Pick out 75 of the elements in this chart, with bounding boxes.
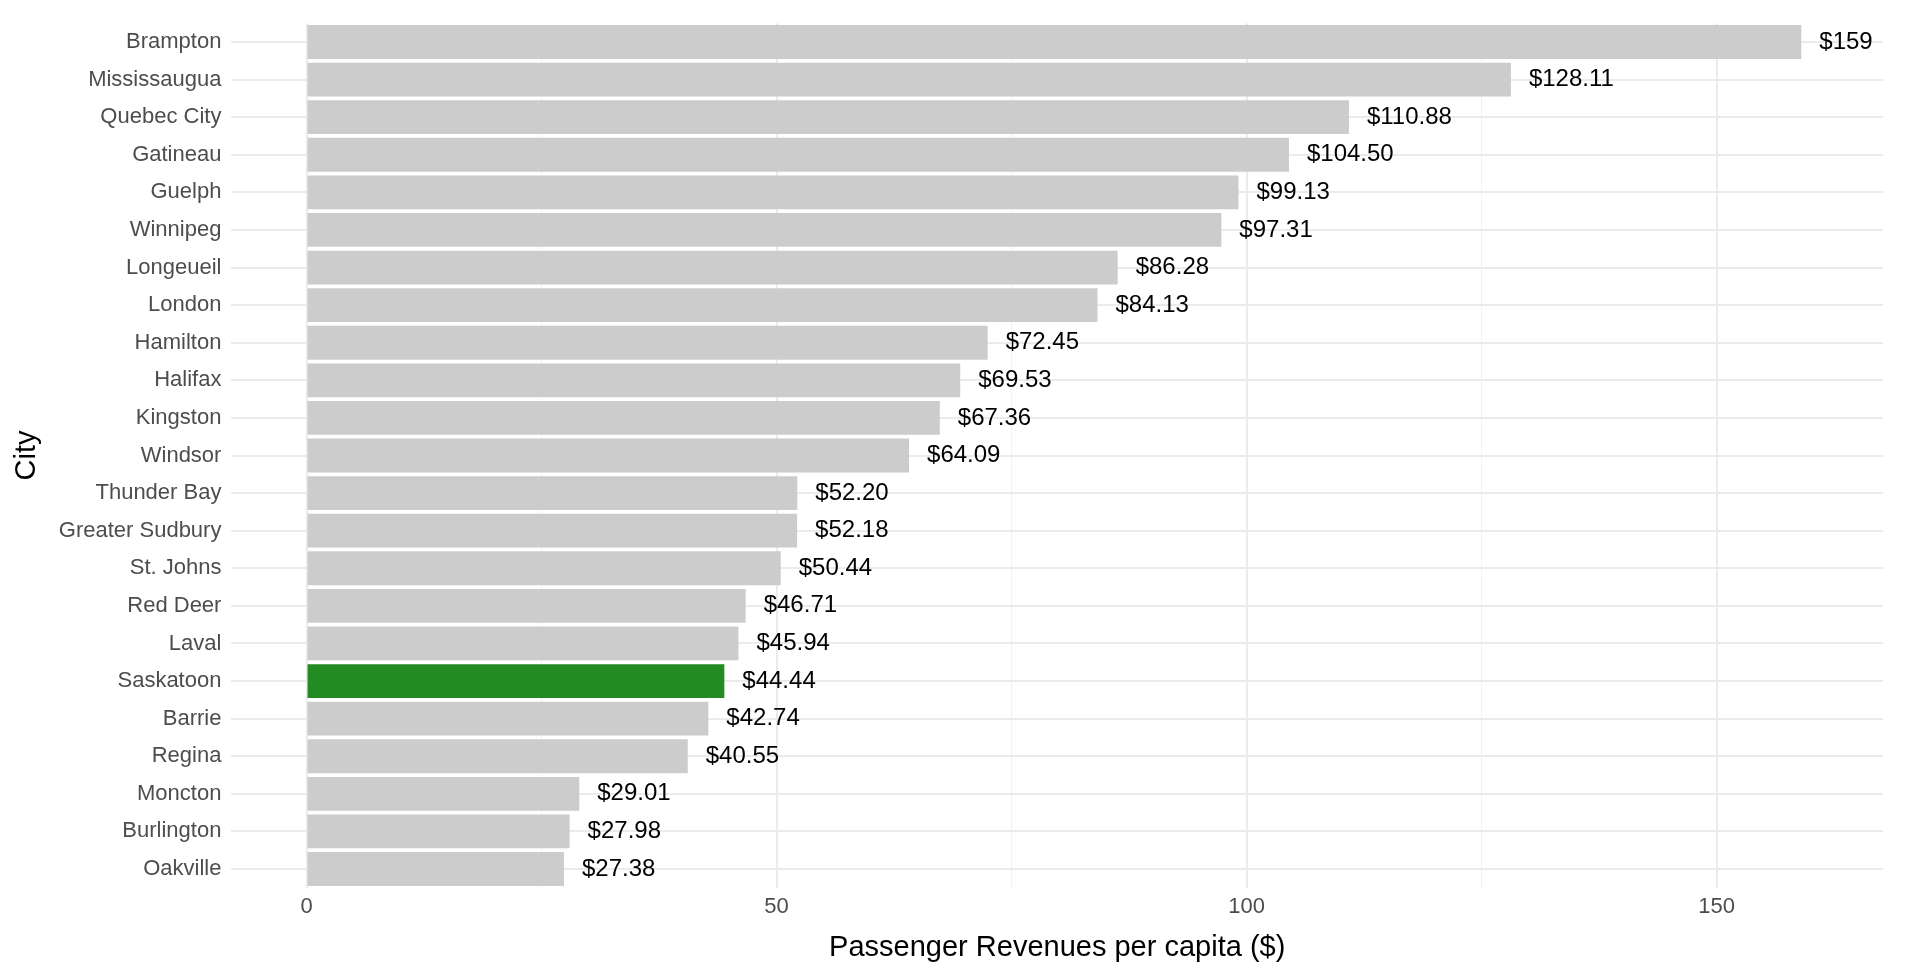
data-label: $72.45 [1005,327,1080,355]
bar [307,739,688,774]
y-tick-label: Regina [151,742,223,768]
y-tick-label: Mississaugua [88,65,223,91]
y-tick-label: Gatineau [132,140,222,166]
bar [307,100,1349,135]
bar [307,250,1118,285]
data-label: $159 [1819,26,1873,54]
data-label: $40.55 [705,740,780,768]
bar [307,814,570,849]
y-tick-label: Quebec City [100,103,222,129]
data-label: $42.74 [726,703,800,731]
x-tick-label: 100 [1228,893,1266,919]
bar [307,325,988,360]
x-tick-label: 0 [300,893,313,919]
y-tick-label: Kingston [135,403,222,429]
bar [307,175,1239,210]
data-label: $67.36 [957,402,1032,430]
y-tick-label: Greater Sudbury [58,516,222,542]
data-label: $128.11 [1528,64,1614,92]
y-tick-label: Thunder Bay [95,479,222,505]
bar [307,438,910,473]
bar [307,626,739,661]
data-label: $29.01 [597,778,671,806]
y-tick-label: Laval [168,629,222,655]
y-tick-label: Burlington [122,817,222,843]
bar [307,400,940,435]
bar [307,25,1802,59]
bar [307,288,1098,323]
bar [307,588,746,623]
data-label: $84.13 [1115,289,1189,317]
data-label: $97.31 [1239,214,1313,242]
data-label: $64.09 [927,440,1001,468]
y-tick-label: Halifax [154,366,222,392]
bar [307,664,725,698]
data-label: $52.20 [815,477,889,505]
data-label: $52.18 [815,515,889,543]
bar [307,476,798,511]
data-label: $46.71 [763,590,838,618]
y-axis-title: City [9,430,42,481]
x-tick-label: 50 [764,893,789,919]
data-label: $99.13 [1256,176,1330,204]
bar [307,776,580,811]
y-tick-label: Winnipeg [129,216,222,242]
x-axis-title: Passenger Revenues per capita ($) [829,929,1286,962]
data-label: $110.88 [1366,101,1452,129]
bar [307,513,798,548]
bar [307,852,564,886]
bar [307,213,1222,247]
data-label: $104.50 [1306,139,1394,167]
bar [307,363,961,398]
x-tick-label: 150 [1698,893,1736,919]
y-tick-label: London [148,291,222,317]
y-tick-label: Saskatoon [117,667,222,693]
y-tick-label: Oakville [143,855,222,881]
y-tick-label: Barrie [162,704,222,730]
data-label: $45.94 [756,628,830,656]
bar [307,701,709,736]
data-label: $50.44 [798,552,873,580]
data-label: $27.98 [587,816,661,844]
y-tick-label: Moncton [137,779,222,805]
y-tick-label: Windsor [140,441,222,467]
y-tick-label: Hamilton [134,328,222,354]
bar [307,137,1289,172]
bar [307,62,1511,97]
y-tick-label: Guelph [150,178,222,204]
y-tick-label: Longeueil [126,253,222,279]
y-tick-label: Red Deer [127,591,222,617]
data-label: $86.28 [1135,252,1210,280]
bar [307,551,781,586]
y-tick-label: Brampton [126,28,222,54]
data-label: $27.38 [581,853,656,881]
data-label: $69.53 [978,364,1052,392]
data-label: $44.44 [742,665,816,693]
y-tick-label: St. Johns [129,554,222,580]
